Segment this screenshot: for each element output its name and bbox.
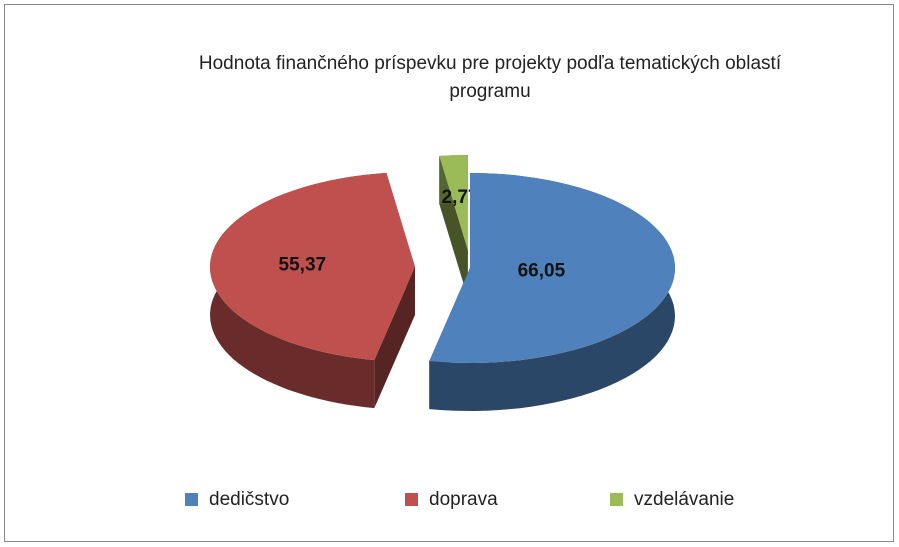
legend-swatch [185, 493, 198, 506]
legend-label: dedičstvo [209, 489, 289, 510]
slice-wall [374, 267, 415, 409]
data-label: 2,77 [442, 187, 479, 208]
legend-swatch [405, 493, 418, 506]
chart-title: Hodnota finančného príspevku pre projekt… [198, 53, 782, 102]
slice [429, 173, 675, 363]
slice [439, 155, 468, 250]
data-label: 55,37 [279, 254, 327, 275]
chart-frame [4, 4, 894, 542]
legend-label: vzdelávanie [634, 489, 734, 510]
data-label: 66,05 [518, 260, 566, 281]
slice [210, 172, 415, 361]
legend-swatch [610, 493, 623, 506]
legend-label: doprava [429, 489, 498, 510]
